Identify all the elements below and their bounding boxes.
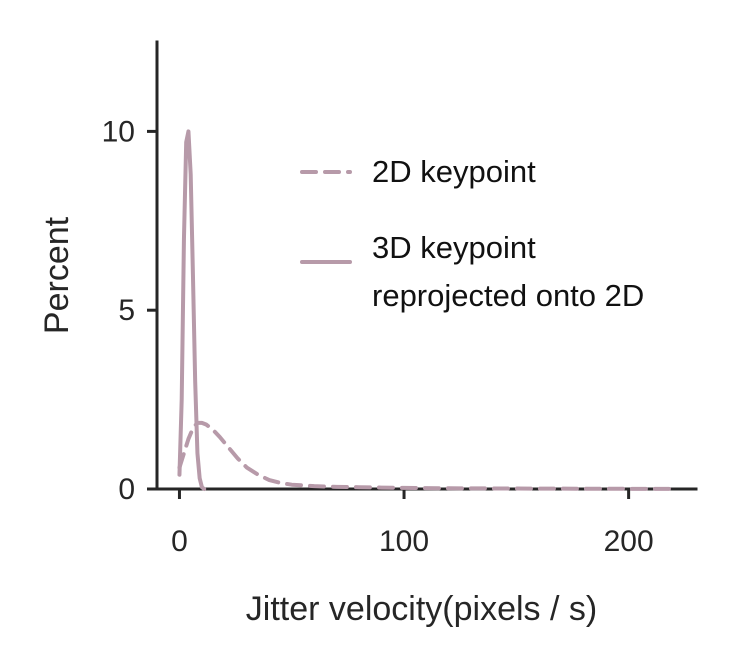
legend-label-line: 2D keypoint [372,154,536,189]
x-axis-label: Jitter velocity(pixels / s) [246,590,597,628]
y-tick-label: 0 [118,473,135,506]
y-tick-label: 5 [118,294,135,327]
series-line-3d-keypoint [177,129,207,491]
axes: 0 100 200 0 5 10 Jitter velocity(pixels / s) Pe… [38,40,698,628]
legend-label: 2D keypoint [372,154,536,189]
legend-label: 3D keypoint reprojected onto 2D [372,230,644,313]
x-tick-label: 100 [379,525,429,558]
legend: 2D keypoint 3D keypoint reprojected onto 2… [300,154,644,313]
series-group [177,129,676,491]
legend-label-line: reprojected onto 2D [372,278,644,313]
y-axis-label: Percent [38,216,76,334]
legend-label-line: 3D keypoint [372,230,536,265]
x-tick-label: 0 [171,525,188,558]
series-line-2d-keypoint [177,420,676,491]
y-tick-label: 10 [102,115,135,148]
x-tick-label: 200 [604,525,654,558]
